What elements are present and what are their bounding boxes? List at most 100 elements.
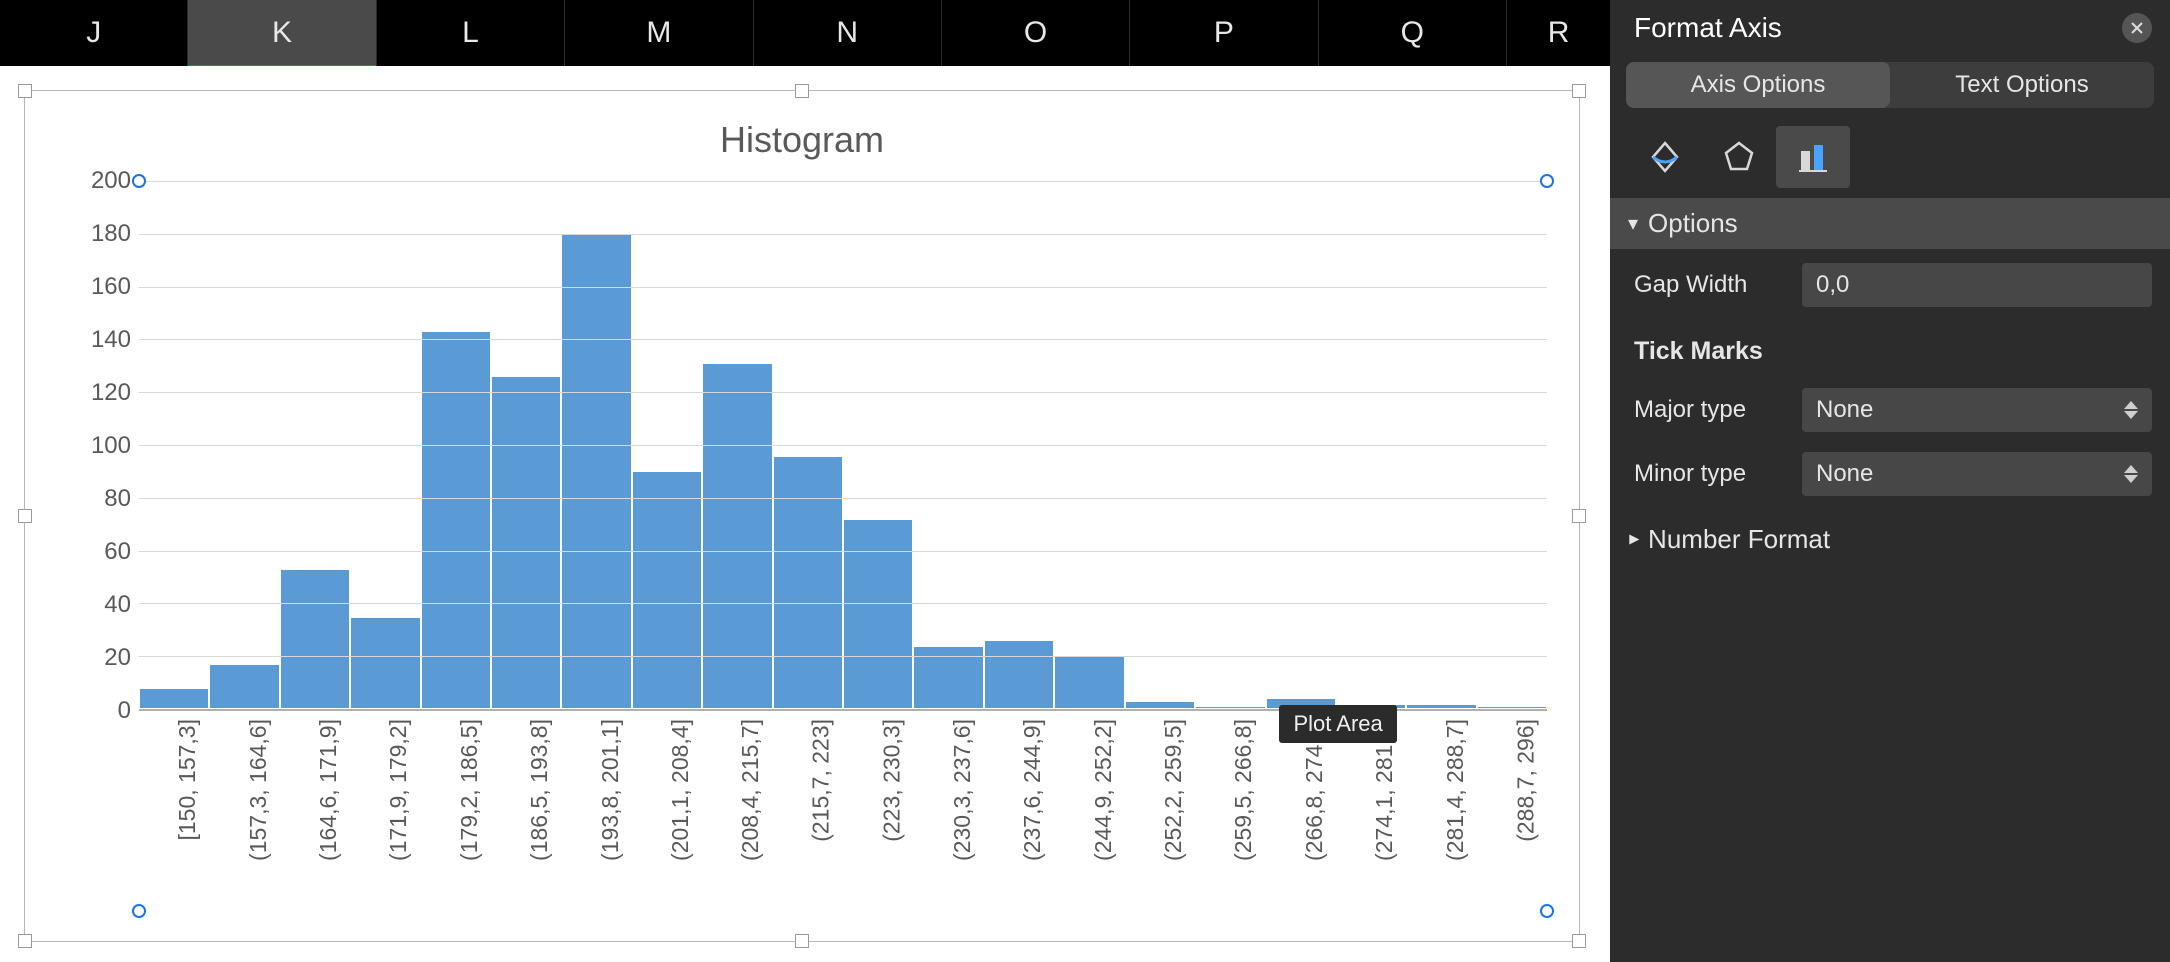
column-header-P[interactable]: P: [1130, 0, 1318, 66]
x-tick-label: (179,2, 186,5]: [456, 719, 483, 861]
x-tick-label: (164,6, 171,9]: [315, 719, 342, 861]
panel-close-button[interactable]: [2122, 13, 2152, 43]
x-tick-label: (244,9, 252,2]: [1089, 719, 1116, 861]
histogram-bar[interactable]: [1125, 701, 1195, 709]
x-tick-label: (208,4, 215,7]: [737, 719, 764, 861]
y-tick-label: 180: [91, 220, 131, 248]
histogram-bar[interactable]: [139, 688, 209, 709]
resize-handle-top-right[interactable]: [1572, 84, 1586, 98]
chart-y-axis[interactable]: 200180160140120100806040200: [67, 181, 139, 711]
resize-handle-top-left[interactable]: [18, 84, 32, 98]
histogram-bar[interactable]: [773, 456, 843, 709]
column-header-R[interactable]: R: [1507, 0, 1610, 66]
major-type-label: Major type: [1634, 396, 1784, 424]
column-header-L[interactable]: L: [377, 0, 565, 66]
chevron-right-icon: ▾: [1621, 534, 1646, 544]
worksheet-area[interactable]: Histogram 200180160140120100806040200 [1…: [0, 66, 1610, 962]
fill-line-icon[interactable]: [1628, 126, 1702, 188]
panel-tabs: Axis Options Text Options: [1626, 62, 2154, 108]
gridline: [139, 181, 1547, 182]
histogram-bar[interactable]: [561, 234, 631, 709]
histogram-bar[interactable]: [1406, 704, 1476, 709]
chevron-down-icon: ▾: [1628, 211, 1638, 236]
axis-options-icon[interactable]: [1776, 126, 1850, 188]
plot-handle-top-right[interactable]: [1540, 174, 1554, 188]
x-tick: (186,5, 193,8]: [491, 711, 561, 911]
y-tick-label: 20: [104, 644, 131, 672]
chart-plot-area[interactable]: [139, 181, 1547, 711]
tab-axis-options[interactable]: Axis Options: [1626, 62, 1890, 108]
section-number-format-label: Number Format: [1648, 524, 1830, 555]
x-tick: (230,3, 237,6]: [913, 711, 983, 911]
gap-width-label: Gap Width: [1634, 271, 1784, 299]
x-tick-label: (223, 230,3]: [878, 719, 905, 842]
plot-handle-bottom-right[interactable]: [1540, 904, 1554, 918]
x-tick-label: (193,8, 201,1]: [597, 719, 624, 861]
x-tick: (237,6, 244,9]: [984, 711, 1054, 911]
minor-type-select[interactable]: None: [1802, 452, 2152, 496]
histogram-bar[interactable]: [350, 617, 420, 709]
histogram-bar[interactable]: [1054, 656, 1124, 709]
x-tick: (223, 230,3]: [843, 711, 913, 911]
resize-handle-bottom-mid[interactable]: [795, 934, 809, 948]
x-tick-label: (186,5, 193,8]: [526, 719, 553, 861]
format-axis-panel: Format Axis Axis Options Text Options: [1610, 0, 2170, 962]
histogram-bar[interactable]: [1477, 706, 1547, 709]
x-tick-label: (215,7, 223]: [808, 719, 835, 842]
chart-frame[interactable]: Histogram 200180160140120100806040200 [1…: [37, 101, 1567, 931]
gridline: [139, 603, 1547, 604]
y-tick-label: 100: [91, 432, 131, 460]
y-tick-label: 80: [104, 485, 131, 513]
x-tick: (179,2, 186,5]: [421, 711, 491, 911]
histogram-bar[interactable]: [632, 471, 702, 709]
chart-object[interactable]: Histogram 200180160140120100806040200 [1…: [24, 90, 1580, 942]
x-tick-label: (157,3, 164,6]: [245, 719, 272, 861]
major-type-select[interactable]: None: [1802, 388, 2152, 432]
histogram-bar[interactable]: [280, 569, 350, 709]
plot-handle-top-left[interactable]: [132, 174, 146, 188]
histogram-bar[interactable]: [1195, 706, 1265, 709]
histogram-bar[interactable]: [421, 331, 491, 709]
gridline: [139, 339, 1547, 340]
histogram-bar[interactable]: [843, 519, 913, 709]
resize-handle-mid-right[interactable]: [1572, 509, 1586, 523]
tab-text-options[interactable]: Text Options: [1890, 62, 2154, 108]
gridline: [139, 551, 1547, 552]
gridline: [139, 234, 1547, 235]
x-tick: (252,2, 259,5]: [1125, 711, 1195, 911]
histogram-bar[interactable]: [984, 640, 1054, 709]
gap-width-input[interactable]: [1802, 263, 2152, 307]
column-header-K[interactable]: K: [188, 0, 376, 66]
x-tick-label: (252,2, 259,5]: [1160, 719, 1187, 861]
column-header-O[interactable]: O: [942, 0, 1130, 66]
x-tick-label: (230,3, 237,6]: [949, 719, 976, 861]
y-tick-label: 0: [118, 697, 131, 725]
effects-icon[interactable]: [1702, 126, 1776, 188]
plot-handle-bottom-left[interactable]: [132, 904, 146, 918]
x-tick: (244,9, 252,2]: [1054, 711, 1124, 911]
resize-handle-bottom-left[interactable]: [18, 934, 32, 948]
gridline: [139, 392, 1547, 393]
resize-handle-mid-left[interactable]: [18, 509, 32, 523]
section-number-format-header[interactable]: ▾ Number Format: [1610, 514, 2170, 565]
column-header-J[interactable]: J: [0, 0, 188, 66]
section-options-header[interactable]: ▾ Options: [1610, 198, 2170, 249]
column-header-M[interactable]: M: [565, 0, 753, 66]
x-tick: (215,7, 223]: [773, 711, 843, 911]
histogram-bar[interactable]: [913, 646, 983, 709]
histogram-bar[interactable]: [209, 664, 279, 709]
x-tick: (259,5, 266,8]: [1195, 711, 1265, 911]
x-tick: [150, 157,3]: [139, 711, 209, 911]
column-header-Q[interactable]: Q: [1319, 0, 1507, 66]
section-options-body: Gap Width Tick Marks Major type None Min…: [1610, 249, 2170, 500]
x-tick: (193,8, 201,1]: [561, 711, 631, 911]
chart-title[interactable]: Histogram: [37, 101, 1567, 171]
x-tick-label: (237,6, 244,9]: [1019, 719, 1046, 861]
resize-handle-bottom-right[interactable]: [1572, 934, 1586, 948]
histogram-bar[interactable]: [491, 376, 561, 709]
x-tick: (164,6, 171,9]: [280, 711, 350, 911]
x-tick: (208,4, 215,7]: [702, 711, 772, 911]
close-icon: [2130, 21, 2144, 35]
column-header-N[interactable]: N: [754, 0, 942, 66]
resize-handle-top-mid[interactable]: [795, 84, 809, 98]
